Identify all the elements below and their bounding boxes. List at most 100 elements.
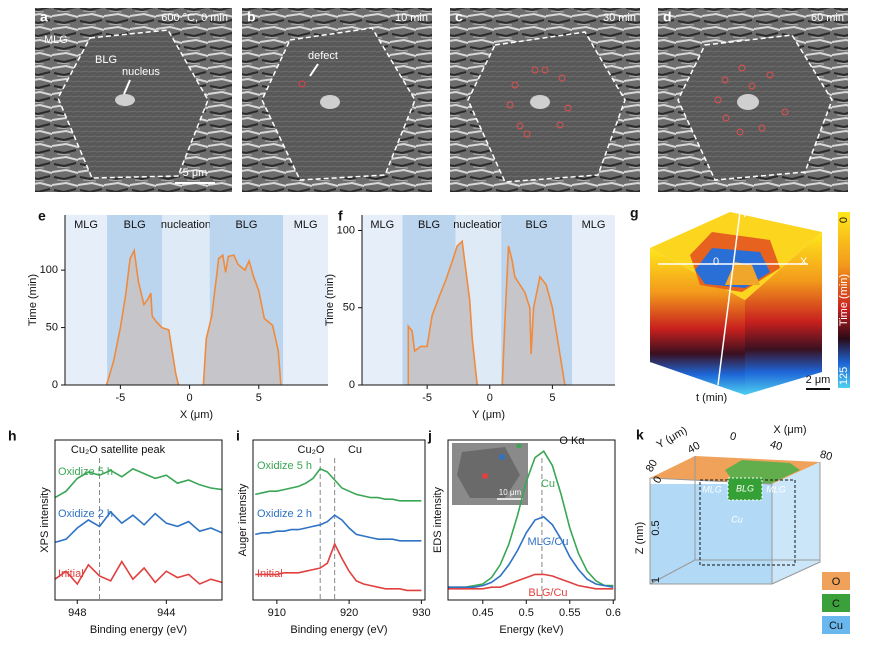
legend-swatch [822,616,850,634]
x-tick-label: -5 [422,392,432,404]
panel-label: i [236,428,240,444]
region-band [362,215,403,385]
region-label: MLG [766,484,786,494]
copper-side [772,462,820,584]
panel-label: b [247,9,256,25]
region-label: MLG [74,219,98,231]
x-tick-label: 920 [340,607,358,619]
arrow [309,63,319,77]
scale-label: 5 μm [183,167,208,179]
box-outline [649,456,821,585]
axis-label: Z (nm) [634,522,646,554]
y-tick-label: 100 [40,264,58,276]
blg-box [727,477,763,501]
annotation: BLG [95,54,117,66]
panel-label: c [455,9,463,25]
y-tick-label: 50 [343,302,355,314]
axis-label: t (min) [696,392,727,404]
series-label: Oxidize 2 h [58,508,113,520]
line [255,514,422,542]
region-label: MLG [702,484,722,494]
colorbar-label: Time (min) [838,274,850,326]
annotation: Cu [348,444,362,456]
nucleus [530,95,550,109]
colorbar-tick: 125 [838,367,850,385]
region-label: Cu [731,514,743,524]
y-axis-label: Auger intensity [237,483,249,556]
axis-frame [447,439,616,601]
tick-label: 40 [769,439,784,454]
series-label: Initial [58,568,84,580]
y-axis-label: EDS intensity [432,486,444,553]
axis-label: Y (μm) [655,424,690,451]
tick-label: 1 [650,577,662,583]
x-tick-label: 5 [256,392,262,404]
defect-marker [298,80,306,88]
caption: 10 min [395,12,428,24]
panel-label: d [663,9,672,25]
x-axis-label: Binding energy (eV) [290,624,387,636]
region-label: nucleation [453,219,503,231]
nucleus-peak [725,262,760,285]
x-tick-label: 0.5 [519,607,534,619]
axis-frame [54,439,223,601]
line [54,510,223,544]
colorbar-tick: 0 [838,217,850,223]
series-label: Initial [257,568,283,580]
x-tick-label: 5 [549,392,555,404]
region-label: MLG [370,219,394,231]
x-tick-label: 0.55 [559,607,580,619]
axis-label: Y [741,208,749,220]
region-label: MLG [582,219,606,231]
x-axis-label: Energy (keV) [499,624,563,636]
series-label: Oxidize 5 h [58,466,113,478]
region-label: MLG [294,219,318,231]
region-band [571,215,615,385]
annotation: O Kα [559,435,585,447]
panel-label: g [630,205,639,221]
annotation: Cu₂O satellite peak [71,444,166,456]
sem-panel-c: c 30 min [450,8,640,192]
legend-label: C [832,598,840,610]
x-tick-label: 0 [187,392,193,404]
line [448,450,614,588]
panel-label: f [338,208,343,224]
annotation: Cu₂O [298,444,325,456]
y-axis-label: Time (min) [324,274,336,326]
series-label: Oxidize 5 h [257,460,312,472]
dot [482,473,488,479]
panel-label: e [38,208,46,224]
line [54,560,223,586]
nucleus [737,94,759,110]
y-tick-label: 100 [337,224,355,236]
dot [499,454,505,460]
annotation: defect [308,50,338,62]
axis-label: X (μm) [773,424,806,436]
x-tick-label: 930 [412,607,430,619]
region-label: BLG [736,483,754,493]
line [255,467,422,502]
box-right-face [745,232,822,395]
axis [717,211,741,386]
annotation: MLG [44,34,68,46]
panel-label: a [40,9,48,25]
legend-label: Cu [829,620,843,632]
defect-markers [506,66,572,138]
annotation: nucleus [122,66,160,78]
line [407,239,566,386]
line [448,515,614,588]
scale-label: 10 μm [499,488,522,497]
series-label: Oxidize 2 h [257,508,312,520]
x-tick-label: 910 [268,607,286,619]
copper-body [650,484,772,584]
x-tick-label: 948 [68,607,86,619]
y-axis-label: Time (min) [27,274,39,326]
axis-label: 0 [713,256,719,268]
y-tick-label: 50 [46,321,58,333]
region-band [65,215,108,385]
y-tick-label: 0 [52,379,58,391]
x-axis-label: Binding energy (eV) [90,624,187,636]
region-label: BLG [526,219,548,231]
